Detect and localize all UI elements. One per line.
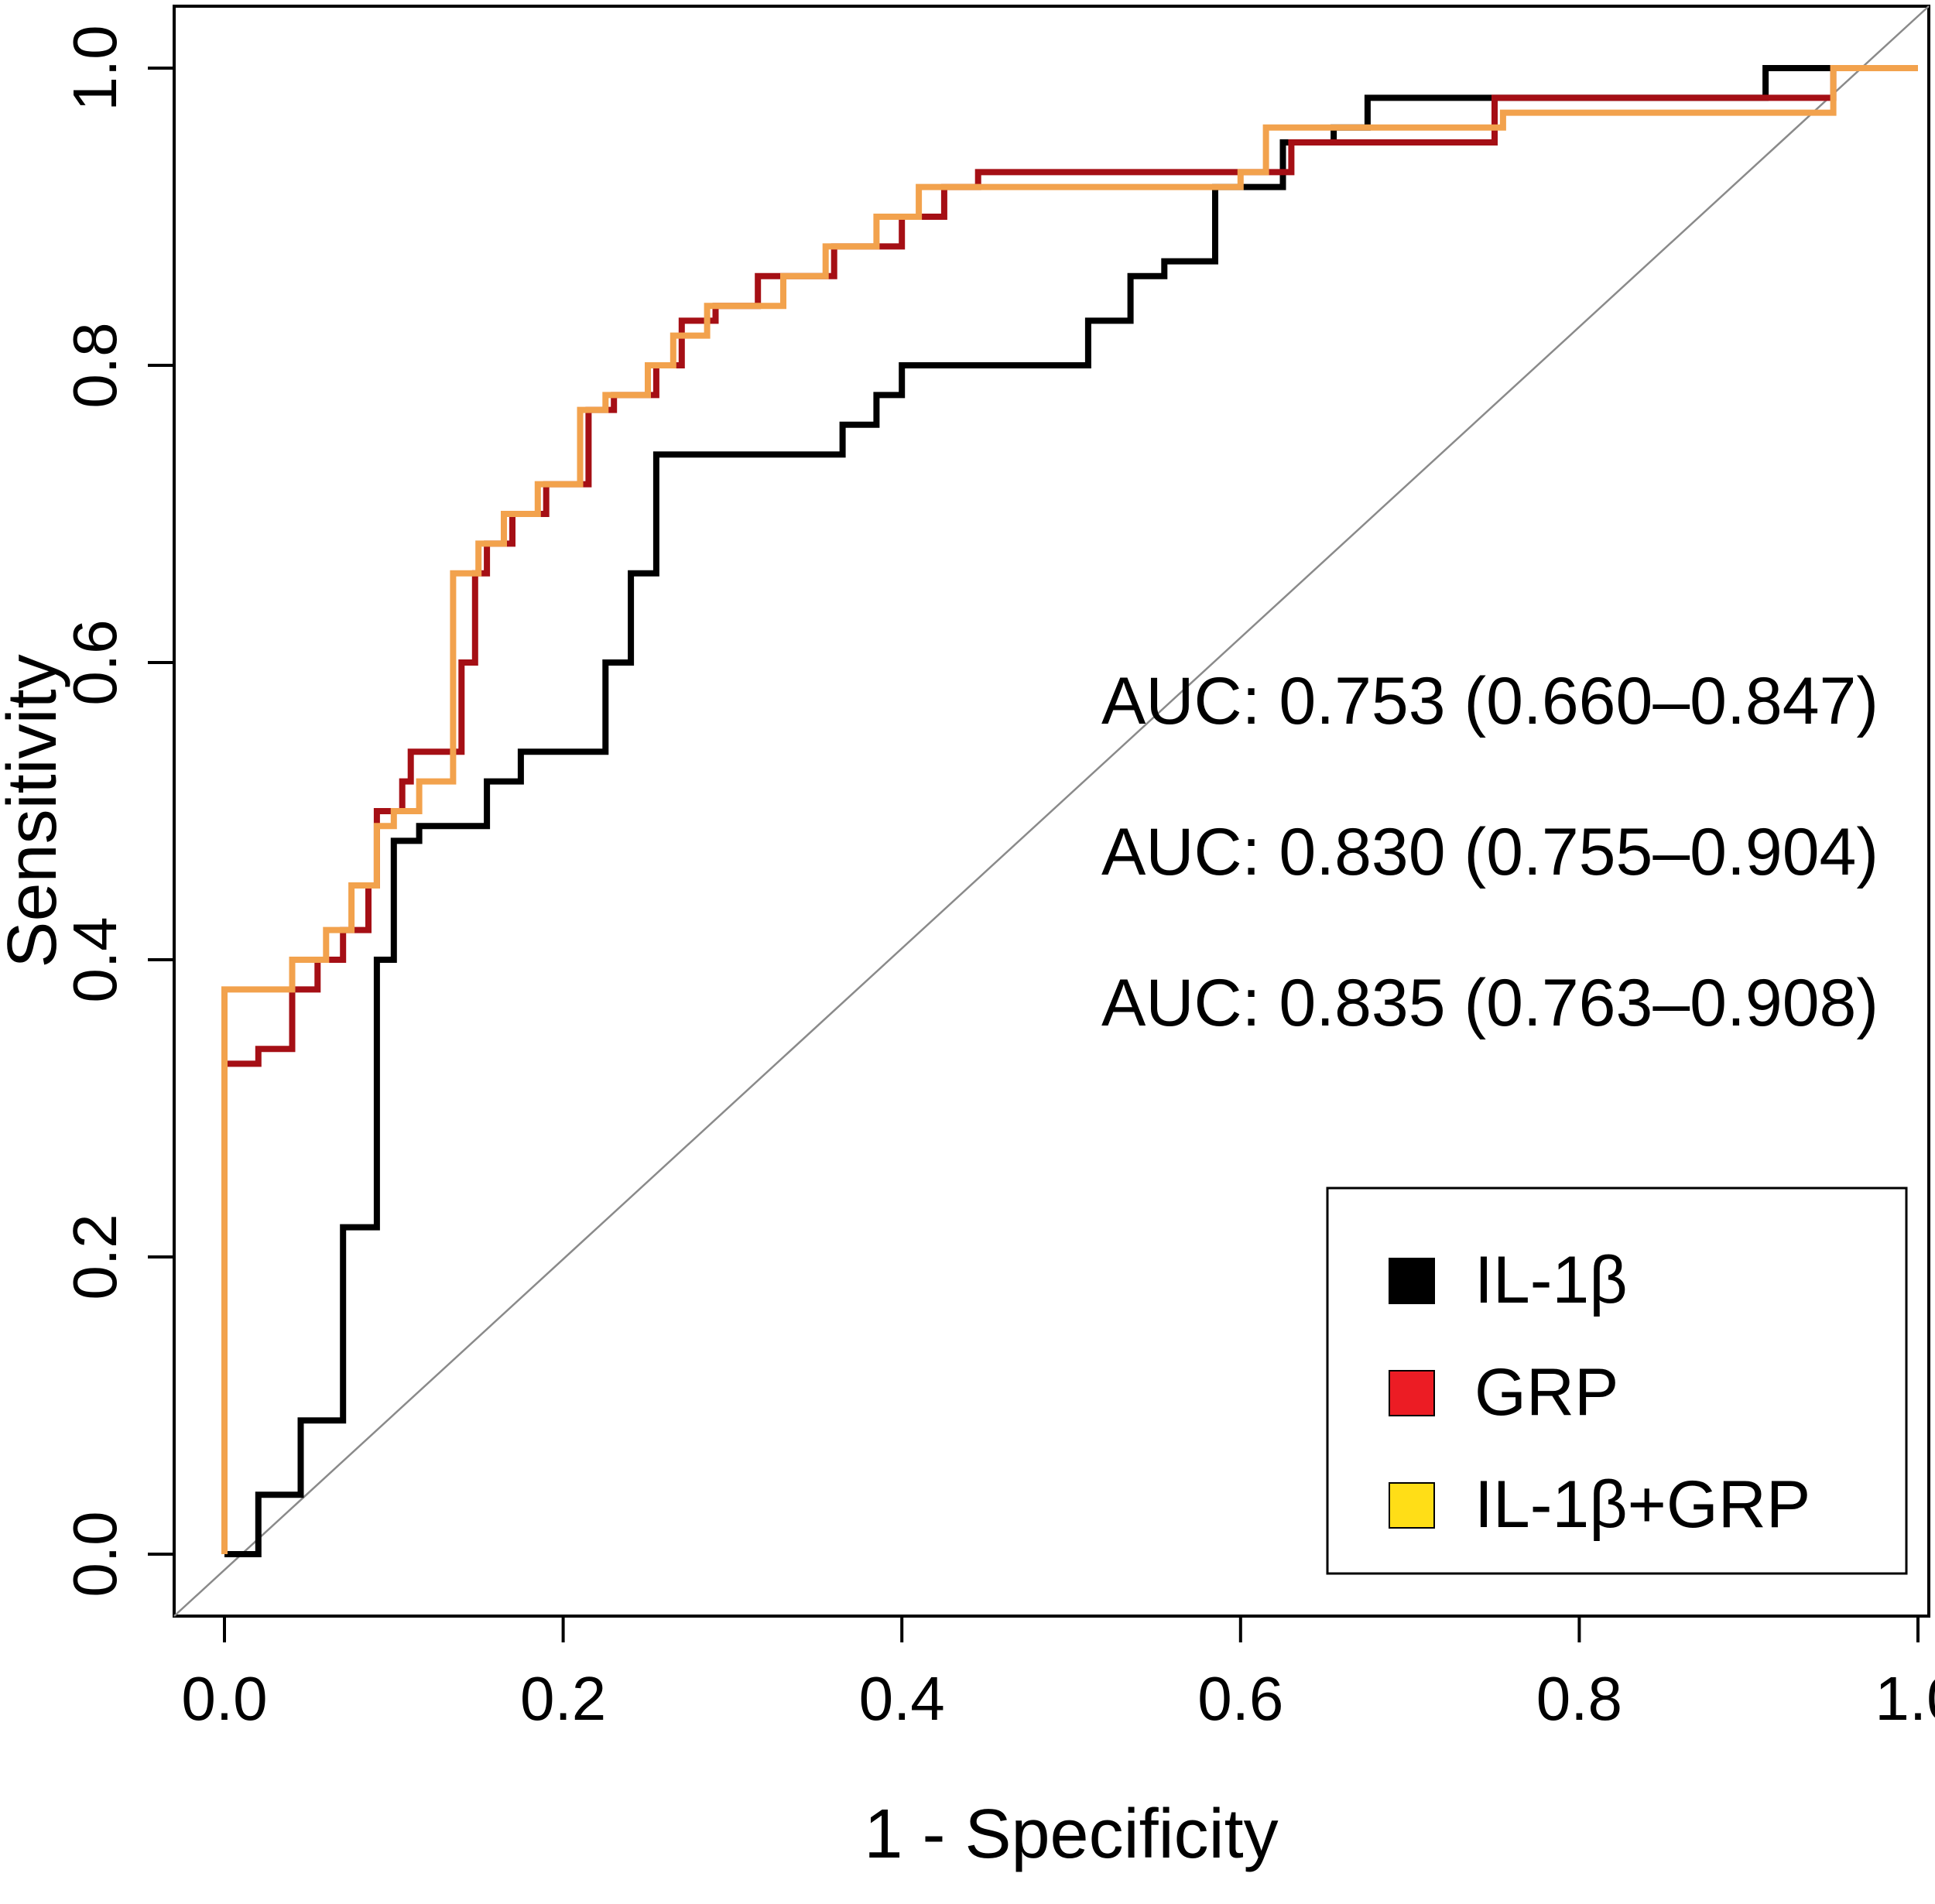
x-axis-title: 1 - Specificity: [864, 1796, 1278, 1873]
roc-curves: [221, 65, 1918, 1557]
roc-curve-il-1: [224, 65, 1918, 1557]
legend-item-il1b: IL-1β: [1389, 1243, 1628, 1317]
diagonal-reference-line: [173, 5, 1930, 1617]
legend-swatch-il1b: [1389, 1258, 1435, 1304]
legend-label-grp: GRP: [1474, 1355, 1618, 1430]
y-tick-label: 0.6: [60, 619, 129, 705]
x-tick-label: 0.4: [859, 1664, 945, 1733]
legend-item-combined: IL-1β+GRP: [1389, 1467, 1810, 1542]
x-tick-label: 1.0: [1875, 1664, 1935, 1733]
y-tick-label: 1.0: [60, 25, 129, 111]
roc-curve-il-1-grp: [221, 65, 1918, 1554]
legend-swatch-combined: [1389, 1482, 1435, 1529]
legend: IL-1β GRP IL-1β+GRP: [1326, 1187, 1908, 1575]
y-axis-title: Sensitivity: [0, 654, 71, 967]
y-tick-label: 0.4: [60, 916, 129, 1002]
plot-frame: [173, 5, 1930, 1618]
legend-label-il1b: IL-1β: [1474, 1243, 1628, 1317]
legend-swatch-grp: [1389, 1370, 1435, 1416]
x-axis: 0.0 0.2 0.4 0.6 0.8 1.0: [181, 1616, 1935, 1733]
auc-annotations: AUC: 0.753 (0.660–0.847) AUC: 0.830 (0.7…: [1101, 664, 1878, 1040]
y-tick-label: 0.8: [60, 322, 129, 408]
x-tick-label: 0.8: [1536, 1664, 1622, 1733]
x-tick-label: 0.2: [520, 1664, 606, 1733]
x-tick-label: 0.0: [181, 1664, 267, 1733]
legend-label-combined: IL-1β+GRP: [1474, 1467, 1810, 1542]
auc-annotation-combined: AUC: 0.835 (0.763–0.908): [1101, 966, 1878, 1040]
legend-item-grp: GRP: [1389, 1355, 1618, 1430]
y-tick-label: 0.0: [60, 1511, 129, 1597]
y-axis: 0.0 0.2 0.4 0.6 0.8 1.0: [60, 25, 174, 1598]
y-tick-label: 0.2: [60, 1214, 129, 1300]
x-tick-label: 0.6: [1197, 1664, 1283, 1733]
auc-annotation-il1b: AUC: 0.753 (0.660–0.847): [1101, 664, 1878, 738]
auc-annotation-grp: AUC: 0.830 (0.755–0.904): [1101, 815, 1878, 889]
